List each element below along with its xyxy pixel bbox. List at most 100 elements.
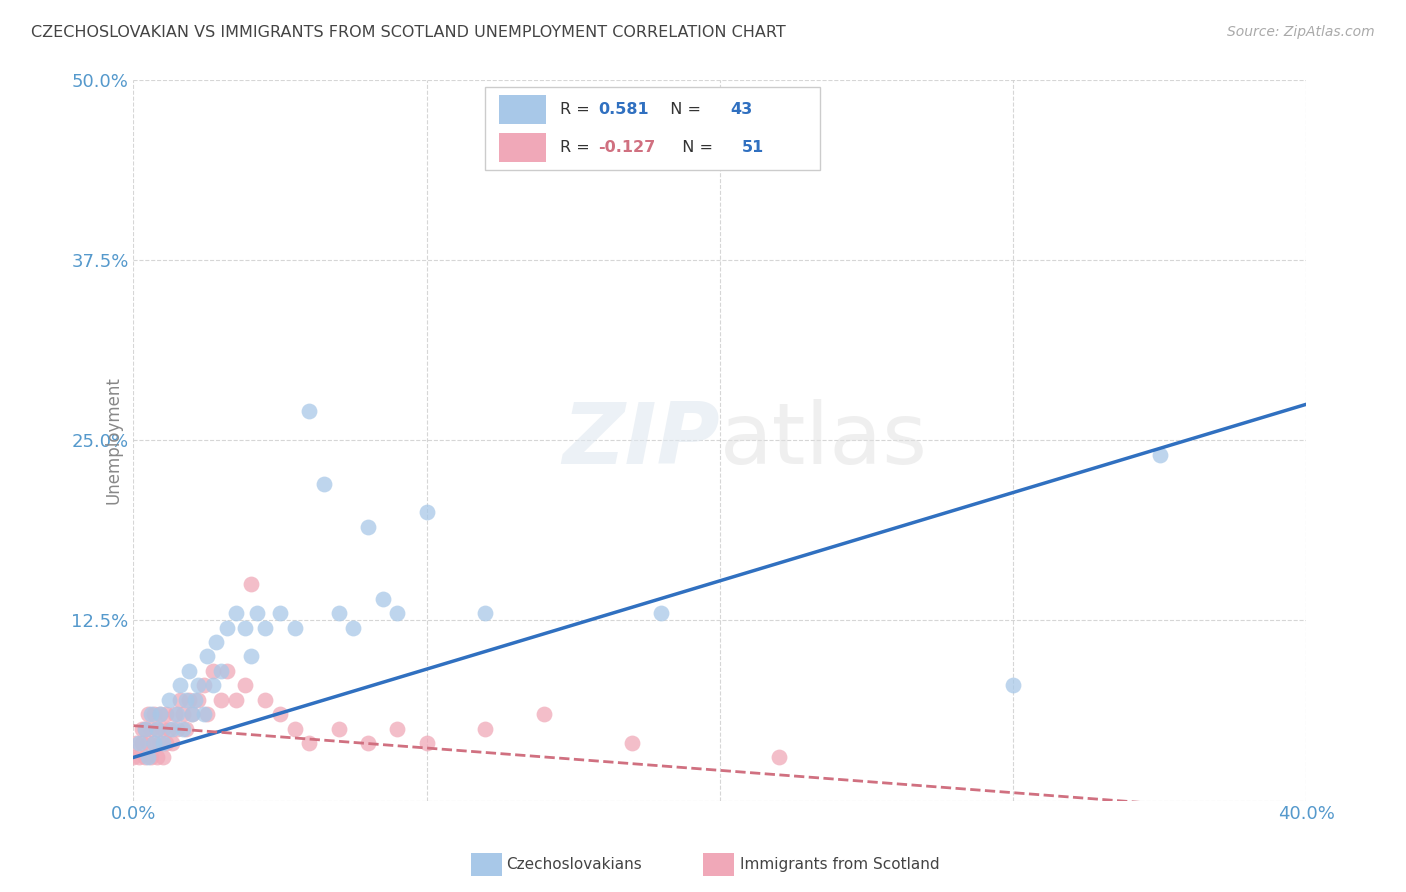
Point bbox=[201, 664, 224, 678]
Text: atlas: atlas bbox=[720, 399, 928, 482]
Point bbox=[128, 736, 150, 750]
Point bbox=[187, 678, 209, 692]
Point bbox=[239, 649, 262, 664]
Point bbox=[139, 750, 162, 764]
Point bbox=[269, 607, 291, 621]
Text: Source: ZipAtlas.com: Source: ZipAtlas.com bbox=[1227, 25, 1375, 39]
Point bbox=[152, 722, 174, 736]
Point bbox=[181, 707, 204, 722]
Point bbox=[169, 692, 191, 706]
Y-axis label: Unemployment: Unemployment bbox=[104, 376, 122, 504]
Point bbox=[239, 577, 262, 591]
Point bbox=[195, 707, 218, 722]
Bar bbox=[499, 133, 547, 162]
Point bbox=[131, 736, 153, 750]
Point bbox=[201, 678, 224, 692]
Point bbox=[217, 621, 239, 635]
Point bbox=[160, 736, 183, 750]
Text: 51: 51 bbox=[742, 140, 765, 155]
Point bbox=[134, 722, 156, 736]
Point bbox=[149, 736, 172, 750]
Point bbox=[146, 750, 169, 764]
Point bbox=[387, 722, 409, 736]
Point bbox=[128, 750, 150, 764]
Point bbox=[209, 664, 232, 678]
Point bbox=[143, 707, 166, 722]
Point bbox=[146, 722, 169, 736]
Point bbox=[209, 692, 232, 706]
Point bbox=[225, 607, 247, 621]
Point bbox=[136, 750, 159, 764]
Point bbox=[155, 707, 177, 722]
Point bbox=[143, 736, 166, 750]
Point bbox=[284, 621, 307, 635]
Point bbox=[174, 692, 197, 706]
Point bbox=[181, 707, 204, 722]
Point bbox=[312, 476, 335, 491]
Point bbox=[179, 692, 201, 706]
Point bbox=[650, 607, 672, 621]
Point bbox=[193, 707, 215, 722]
Point bbox=[371, 591, 394, 606]
Point bbox=[357, 520, 380, 534]
Point bbox=[184, 692, 207, 706]
Text: -0.127: -0.127 bbox=[598, 140, 655, 155]
Point bbox=[169, 678, 191, 692]
Point bbox=[122, 750, 145, 764]
Point bbox=[298, 736, 321, 750]
Point bbox=[620, 736, 643, 750]
Point bbox=[155, 736, 177, 750]
Point bbox=[474, 607, 496, 621]
Point bbox=[217, 664, 239, 678]
Text: Immigrants from Scotland: Immigrants from Scotland bbox=[740, 857, 939, 871]
Point bbox=[134, 722, 156, 736]
Point bbox=[195, 649, 218, 664]
FancyBboxPatch shape bbox=[485, 87, 820, 170]
Point bbox=[149, 707, 172, 722]
Point bbox=[134, 750, 156, 764]
Point bbox=[179, 664, 201, 678]
Point bbox=[1149, 448, 1171, 462]
Text: 0.581: 0.581 bbox=[598, 102, 648, 117]
Point bbox=[415, 736, 437, 750]
Point bbox=[269, 707, 291, 722]
Point bbox=[163, 707, 186, 722]
Point bbox=[157, 692, 180, 706]
Point bbox=[160, 722, 183, 736]
Point bbox=[193, 678, 215, 692]
Point bbox=[131, 722, 153, 736]
Point bbox=[157, 722, 180, 736]
Text: 43: 43 bbox=[731, 102, 752, 117]
Point bbox=[474, 722, 496, 736]
Text: N =: N = bbox=[659, 102, 706, 117]
Point bbox=[187, 692, 209, 706]
Point bbox=[143, 736, 166, 750]
Text: ZIP: ZIP bbox=[562, 399, 720, 482]
Point bbox=[174, 722, 197, 736]
Point bbox=[136, 707, 159, 722]
Point bbox=[166, 722, 188, 736]
Point bbox=[1002, 678, 1025, 692]
Point bbox=[139, 722, 162, 736]
Point bbox=[204, 635, 226, 649]
Point bbox=[328, 722, 350, 736]
Point bbox=[125, 736, 148, 750]
Point bbox=[284, 722, 307, 736]
Point bbox=[533, 707, 555, 722]
Point bbox=[225, 692, 247, 706]
Point bbox=[152, 750, 174, 764]
Point bbox=[146, 722, 169, 736]
Point bbox=[328, 607, 350, 621]
Text: CZECHOSLOVAKIAN VS IMMIGRANTS FROM SCOTLAND UNEMPLOYMENT CORRELATION CHART: CZECHOSLOVAKIAN VS IMMIGRANTS FROM SCOTL… bbox=[31, 25, 786, 40]
Point bbox=[254, 692, 277, 706]
Bar bbox=[499, 95, 547, 124]
Point bbox=[139, 707, 162, 722]
Point bbox=[136, 736, 159, 750]
Point bbox=[246, 607, 269, 621]
Point bbox=[254, 621, 277, 635]
Point bbox=[342, 621, 364, 635]
Point bbox=[166, 707, 188, 722]
Point bbox=[172, 722, 194, 736]
Point bbox=[233, 678, 256, 692]
Point bbox=[149, 707, 172, 722]
